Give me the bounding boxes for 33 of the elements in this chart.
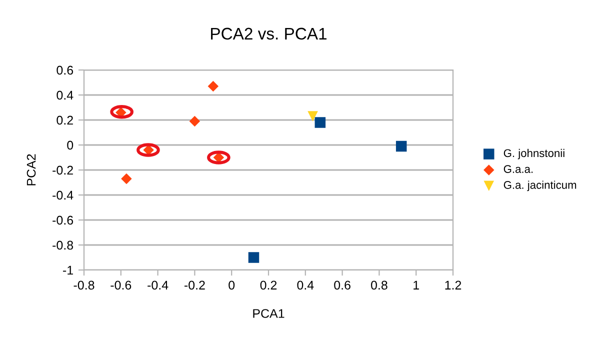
legend-label: G. johnstonii: [504, 148, 564, 160]
y-tick-label: -0.2: [52, 166, 73, 175]
chart-title: PCA2 vs. PCA1: [211, 28, 327, 40]
x-tick-label: 0.8: [371, 280, 388, 290]
y-tick-label: -1: [63, 266, 73, 275]
point: [396, 140, 407, 152]
y-tick-label: 0.6: [56, 66, 74, 75]
point: [248, 252, 260, 263]
x-tick-label: 0.6: [334, 280, 350, 290]
x-tick-label: -0.4: [148, 280, 168, 290]
x-tick-label: -0.2: [184, 280, 205, 290]
x-tick-label: -0.6: [110, 280, 132, 290]
point: [121, 173, 132, 184]
point: [308, 111, 318, 122]
point: [189, 116, 200, 127]
point: [314, 117, 326, 128]
y-tick-label: 0.4: [56, 90, 74, 100]
y-tick-label: 0.2: [56, 116, 73, 125]
x-tick-label: 0: [228, 280, 235, 290]
point: [208, 80, 219, 92]
x-tick-label: -0.8: [74, 280, 94, 290]
y-tick-label: 0: [67, 140, 74, 150]
x-tick-label: 1.2: [445, 280, 462, 290]
legend-label: G.a. jacinticum: [504, 180, 576, 192]
x-tick-label: 0.4: [297, 280, 314, 290]
x-tick-label: 0.2: [260, 280, 277, 290]
y-axis-title: PCA2: [26, 154, 36, 186]
y-tick-label: -0.4: [52, 190, 74, 200]
x-tick-label: 1: [414, 280, 419, 290]
y-tick-label: -0.8: [52, 240, 74, 250]
y-tick-label: -0.6: [52, 216, 74, 225]
x-axis-title: PCA1: [253, 309, 284, 318]
legend-label: G.a.a.: [504, 165, 533, 173]
